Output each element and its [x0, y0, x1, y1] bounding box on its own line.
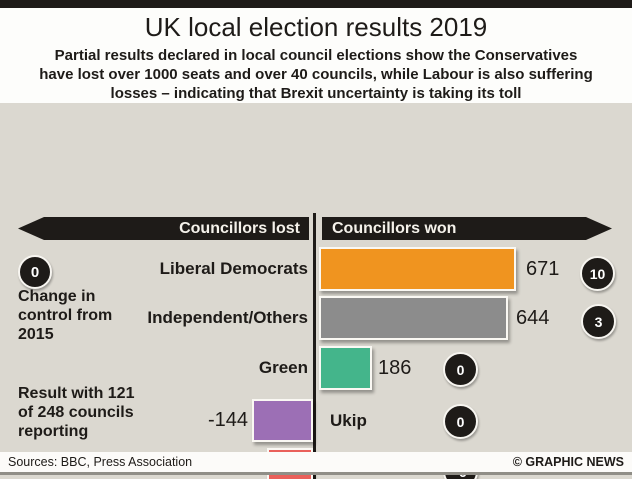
change-legend-badge: 0 [18, 255, 52, 289]
footer-bar: Sources: BBC, Press Association © GRAPHI… [0, 452, 632, 472]
chart-area: Councillors lost Councillors won 0 Chang… [0, 103, 632, 479]
center-divider [313, 213, 316, 479]
title-area: UK local election results 2019 Partial r… [0, 8, 632, 103]
value-ukip: -144 [207, 409, 248, 431]
reporting-note: Result with 121 of 248 councils reportin… [18, 385, 135, 440]
party-label-independent-others: Independent/Others [147, 308, 308, 327]
change-badge-green: 0 [443, 352, 478, 387]
party-label-liberal-democrats: Liberal Democrats [159, 259, 308, 278]
councillors-won-header-arrow: Councillors won [322, 217, 612, 240]
change-note: Change in control from 2015 [18, 288, 113, 343]
party-label-green: Green [258, 358, 308, 377]
councillors-lost-header-arrow: Councillors lost [18, 217, 309, 240]
bottom-border-bar [0, 472, 632, 475]
bar-liberal-democrats [319, 247, 516, 291]
bar-ukip [252, 399, 313, 442]
page-title: UK local election results 2019 [144, 12, 488, 42]
credit-text: © GRAPHIC NEWS [512, 455, 624, 469]
value-green: 186 [378, 356, 412, 379]
party-label-ukip: Ukip [330, 410, 367, 430]
councillors-won-label: Councillors won [332, 220, 457, 237]
subtitle: Partial results declared in local counci… [39, 46, 593, 103]
change-badge-liberal-democrats: 10 [580, 256, 615, 291]
change-badge-ukip: 0 [443, 404, 478, 439]
top-border-bar [0, 0, 632, 8]
value-liberal-democrats: 671 [526, 257, 560, 280]
sources-text: Sources: BBC, Press Association [8, 455, 193, 469]
change-badge-independent-others: 3 [581, 304, 616, 339]
councillors-lost-label: Councillors lost [179, 220, 300, 237]
value-independent-others: 644 [516, 306, 550, 329]
bar-green [319, 346, 372, 390]
bar-independent-others [319, 296, 508, 340]
